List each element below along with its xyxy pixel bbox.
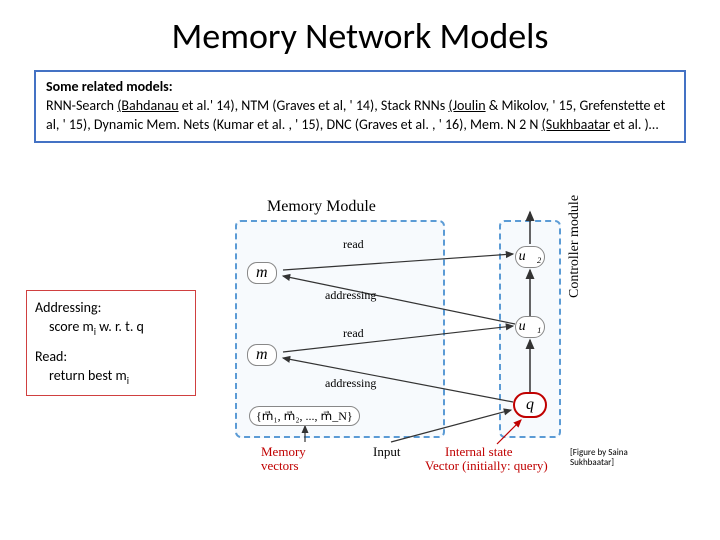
m-node-1: m <box>247 262 277 284</box>
read-label-1: read <box>343 237 364 252</box>
read-body: return best mi <box>35 367 187 387</box>
slide-title: Memory Network Models <box>0 0 720 66</box>
addressing-body: score mi w. r. t. q <box>35 318 187 338</box>
memory-module-label: Memory Module <box>267 198 376 216</box>
addressing-label-2: addressing <box>325 376 376 391</box>
info-content: RNN-Search (Bahdanau et al.' 14), NTM (G… <box>46 97 665 133</box>
addressing-read-note: Addressing: score mi w. r. t. q Read: re… <box>26 290 196 396</box>
addressing-title: Addressing: <box>35 299 187 318</box>
related-models-box: Some related models: RNN-Search (Bahdana… <box>34 70 686 143</box>
q-node: q <box>513 392 547 418</box>
internal-state-label-2: Vector (initially: query) <box>425 458 548 474</box>
addressing-label-1: addressing <box>325 288 376 303</box>
memory-vectors-label-2: vectors <box>261 458 299 474</box>
read-title: Read: <box>35 348 187 367</box>
m-node-2: m <box>247 344 277 366</box>
info-lead: Some related models: <box>46 78 173 95</box>
u2-node: u⃗₂ <box>515 246 545 268</box>
m-set-node: {m⃗₁, m⃗₂, ..., m⃗_N} <box>249 406 360 426</box>
controller-label: Controller module <box>567 195 583 298</box>
figure-credit: [Figure by Saina Sukhbaatar] <box>570 448 660 469</box>
memory-diagram: Memory Module Controller module m <box>235 198 605 458</box>
input-label: Input <box>373 444 400 460</box>
u1-node: u⃗₁ <box>515 316 545 338</box>
read-label-2: read <box>343 326 364 341</box>
